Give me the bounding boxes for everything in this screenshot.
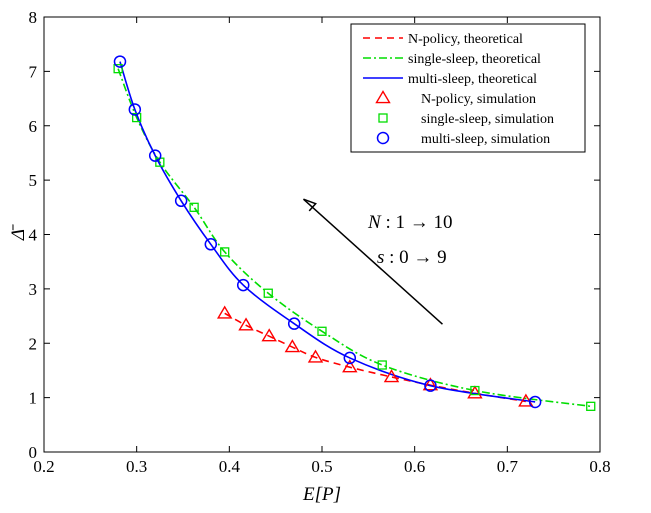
data-point — [470, 385, 480, 396]
annotation-arrow-head — [303, 198, 317, 212]
data-point — [236, 278, 250, 292]
data-point — [467, 385, 483, 399]
y-tick-label: 0 — [29, 443, 38, 462]
annotation-range: : 1 → 10 — [381, 212, 453, 233]
series-markers — [113, 55, 596, 411]
data-point — [307, 349, 324, 363]
data-point — [220, 247, 230, 257]
y-tick-label: 4 — [29, 226, 38, 245]
x-tick-label: 0.8 — [589, 457, 610, 476]
y-tick-label: 6 — [29, 117, 38, 136]
y-tick-label: 8 — [29, 8, 38, 27]
y-tick-label: 3 — [29, 280, 38, 299]
data-point — [528, 395, 542, 409]
annotation-variable: N — [367, 212, 382, 233]
annotation-arrow-shaft — [302, 198, 443, 325]
axis-ticks: 0.2 0.3 0.4 0.5 0.6 0.7 0.8 0 1 2 3 4 5 6 7 8 — [29, 8, 611, 476]
data-point — [287, 317, 301, 330]
annotation-range: : 0 → 9 — [384, 247, 446, 268]
series-line-2 — [119, 61, 536, 403]
x-tick-label: 0.5 — [311, 457, 332, 476]
data-point — [132, 112, 142, 123]
x-tick-label: 0.3 — [126, 457, 147, 476]
x-axis-label: E[P] — [302, 484, 341, 505]
legend: N-policy, theoretical single-sleep, theor… — [350, 23, 586, 153]
x-tick-label: 0.2 — [33, 457, 54, 476]
data-point — [424, 379, 437, 392]
data-point — [317, 326, 327, 336]
x-tick-label: 0.7 — [497, 457, 519, 476]
data-point — [342, 359, 358, 373]
data-point — [216, 305, 233, 319]
legend-entry: multi-sleep, simulation — [421, 132, 550, 147]
data-point — [284, 339, 301, 353]
y-tick-label: 1 — [29, 389, 38, 408]
annotation-text-n: N : 1 → 10 — [367, 212, 452, 233]
data-point — [261, 328, 277, 342]
annotation-variable: s — [377, 247, 384, 268]
series-lines — [117, 61, 591, 408]
annotation: N : 1 → 10 s : 0 → 9 — [302, 198, 452, 325]
data-point — [343, 351, 357, 365]
legend-entry: single-sleep, theoretical — [408, 52, 541, 67]
data-point — [189, 202, 199, 212]
data-point — [263, 288, 273, 298]
y-tick-label: 7 — [29, 62, 38, 81]
data-point — [586, 401, 596, 411]
data-point — [148, 149, 162, 162]
data-point — [377, 360, 387, 370]
legend-marker — [376, 131, 390, 145]
data-point — [422, 377, 439, 391]
legend-entry: single-sleep, simulation — [421, 112, 554, 127]
annotation-text-s: s : 0 → 9 — [377, 247, 447, 268]
legend-entry: N-policy, simulation — [421, 92, 536, 107]
data-point — [113, 64, 123, 74]
data-point — [128, 103, 142, 116]
legend-marker — [375, 90, 391, 104]
data-point — [174, 194, 188, 208]
x-tick-label: 0.4 — [219, 457, 241, 476]
legend-box — [350, 23, 586, 153]
data-point — [383, 369, 400, 383]
legend-marker — [378, 113, 388, 123]
x-tick-label: 0.6 — [404, 457, 425, 476]
legend-entry: multi-sleep, theoretical — [408, 72, 537, 87]
legend-entry: N-policy, theoretical — [408, 32, 523, 47]
y-tick-label: 5 — [29, 171, 38, 190]
data-point — [204, 238, 218, 251]
y-tick-label: 2 — [29, 334, 38, 353]
data-point — [238, 317, 254, 331]
data-point — [113, 55, 127, 68]
